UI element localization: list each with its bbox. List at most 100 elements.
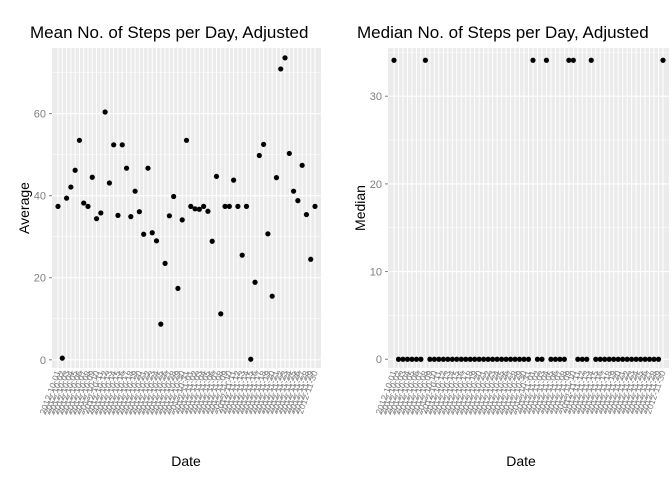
data-point: [188, 203, 194, 209]
y-tick-label: 0: [376, 354, 382, 366]
data-point: [278, 66, 284, 72]
data-point: [81, 200, 87, 206]
data-point: [303, 211, 310, 218]
data-point: [175, 285, 181, 292]
data-point: [575, 356, 581, 362]
data-point: [282, 55, 288, 61]
data-point: [59, 355, 65, 361]
mean-gridlines: [52, 48, 321, 368]
data-point: [525, 356, 532, 362]
data-point: [588, 57, 594, 63]
data-point: [153, 238, 160, 244]
median-gridlines: [388, 48, 669, 368]
data-point: [149, 230, 155, 236]
data-point: [295, 198, 301, 204]
data-point: [606, 356, 612, 362]
data-point: [299, 162, 305, 168]
data-point: [427, 356, 433, 362]
data-point: [243, 203, 250, 209]
data-point: [145, 165, 151, 171]
data-point: [633, 356, 639, 362]
y-tick-label: 40: [34, 191, 46, 203]
data-point: [102, 109, 108, 115]
data-point: [196, 206, 202, 212]
data-point: [85, 203, 91, 209]
data-point: [404, 356, 411, 362]
data-point: [454, 356, 460, 362]
data-point: [534, 356, 541, 362]
y-tick-label: 0: [40, 355, 46, 367]
data-point: [490, 356, 496, 362]
data-point: [132, 188, 138, 194]
data-point: [413, 356, 420, 362]
data-point: [162, 260, 168, 266]
data-point: [192, 206, 198, 212]
data-point: [231, 177, 237, 183]
data-point: [213, 173, 220, 180]
data-point: [123, 165, 130, 171]
data-point: [481, 356, 487, 362]
data-point: [265, 231, 271, 237]
data-point: [566, 57, 572, 63]
data-point: [570, 57, 576, 63]
data-point: [55, 203, 61, 209]
data-point: [261, 141, 267, 148]
data-point: [418, 356, 424, 362]
mean-x-axis-title: Date: [171, 453, 201, 469]
data-point: [548, 356, 554, 362]
data-point: [89, 174, 95, 180]
data-point: [530, 57, 536, 63]
data-point: [660, 57, 666, 63]
data-point: [106, 180, 112, 186]
data-point: [602, 356, 608, 362]
mean-y-axis-title: Average: [16, 182, 32, 234]
data-point: [646, 356, 653, 362]
data-point: [624, 356, 630, 362]
data-point: [286, 150, 292, 157]
y-tick-label: 60: [34, 109, 46, 121]
data-point: [312, 203, 318, 209]
data-point: [512, 356, 518, 362]
data-point: [543, 57, 550, 63]
data-point: [521, 356, 527, 362]
data-point: [72, 167, 78, 173]
median-y-ticks: 0 10 20 30: [370, 91, 388, 366]
data-point: [179, 217, 185, 223]
data-point: [171, 193, 177, 200]
data-point: [620, 356, 626, 362]
data-point: [593, 356, 599, 362]
data-point: [222, 203, 228, 209]
median-chart-title: Median No. of Steps per Day, Adjusted: [357, 23, 649, 42]
data-point: [273, 175, 280, 181]
data-point: [494, 356, 500, 362]
data-point: [136, 209, 142, 215]
data-point: [68, 184, 74, 190]
data-point: [507, 356, 514, 362]
data-point: [183, 137, 190, 143]
data-point: [467, 356, 473, 362]
data-point: [239, 252, 245, 258]
median-x-ticks: 2012-10-012012-10-022012-10-032012-10-04…: [374, 369, 668, 416]
mean-chart-title: Mean No. of Steps per Day, Adjusted: [30, 23, 308, 42]
data-point: [642, 356, 648, 362]
data-point: [248, 356, 254, 362]
data-point: [440, 356, 446, 362]
data-point: [472, 356, 478, 362]
data-point: [98, 210, 104, 216]
data-point: [637, 356, 644, 362]
data-point: [128, 214, 134, 220]
data-point: [218, 311, 224, 317]
mean-chart: Mean No. of Steps per Day, Adjusted 0 20 4…: [16, 23, 321, 469]
data-point: [449, 356, 455, 362]
data-point: [391, 57, 397, 63]
mean-x-ticks: 2012-10-012012-10-022012-10-032012-10-04…: [38, 369, 320, 416]
data-point: [63, 195, 70, 201]
data-point: [205, 208, 211, 214]
data-point: [308, 256, 314, 262]
data-point: [445, 356, 451, 362]
data-point: [499, 356, 505, 362]
data-point: [235, 203, 241, 209]
data-point: [485, 356, 491, 362]
title-clip-mask: [336, 18, 356, 46]
